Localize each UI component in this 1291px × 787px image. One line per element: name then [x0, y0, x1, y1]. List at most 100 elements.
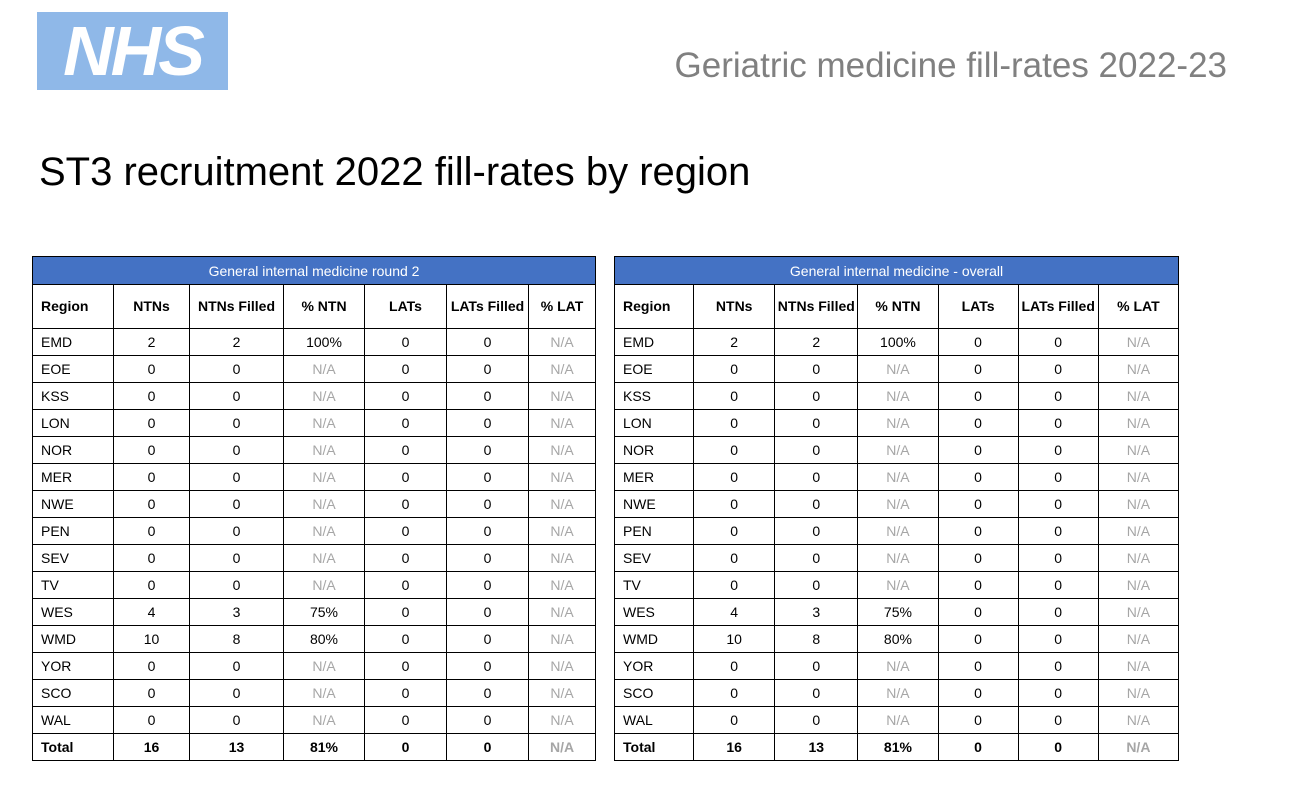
value-cell: 0 [1017, 652, 1099, 680]
value-cell: 0 [113, 382, 190, 410]
table-row: YOR 0 0 N/A 0 0 N/A [613, 652, 1180, 680]
value-cell: 0 [113, 652, 190, 680]
value-cell: N/A [857, 652, 939, 680]
value-cell: 0 [364, 382, 447, 410]
value-cell: 80% [283, 625, 365, 653]
value-cell: 0 [364, 490, 447, 518]
value-cell: 0 [113, 355, 190, 383]
gim-round-2-table: General internal medicine round 2 Region… [31, 256, 597, 761]
value-cell: 0 [189, 706, 284, 734]
value-cell: 0 [364, 355, 447, 383]
table-row: SCO 0 0 N/A 0 0 N/A [32, 679, 597, 707]
region-cell: SCO [32, 679, 114, 707]
region-cell: WAL [32, 706, 114, 734]
value-cell: 3 [774, 598, 859, 626]
value-cell: 0 [937, 571, 1019, 599]
table-row: WAL 0 0 N/A 0 0 N/A [613, 706, 1180, 734]
table-body: EMD 2 2 100% 0 0 N/A EOE 0 0 N/A 0 0 N/A KSS 0 0 N/A 0 0 N/A… [613, 328, 1180, 761]
value-cell: 0 [774, 517, 859, 545]
value-cell: N/A [1097, 706, 1180, 734]
table-row: LON 0 0 N/A 0 0 N/A [32, 409, 597, 437]
value-cell: 0 [774, 652, 859, 680]
value-cell: 0 [446, 463, 529, 491]
region-cell: KSS [32, 382, 114, 410]
table-banner: General internal medicine round 2 [31, 256, 597, 285]
value-cell: 10 [113, 625, 190, 653]
column-header: Region [32, 284, 114, 329]
region-cell: NOR [613, 436, 695, 464]
value-cell: 13 [189, 733, 284, 761]
value-cell: N/A [283, 490, 365, 518]
value-cell: 0 [774, 382, 859, 410]
value-cell: 0 [693, 409, 776, 437]
value-cell: 0 [1017, 679, 1099, 707]
value-cell: 0 [364, 463, 447, 491]
table-row: PEN 0 0 N/A 0 0 N/A [613, 517, 1180, 545]
table-row: SEV 0 0 N/A 0 0 N/A [613, 544, 1180, 572]
value-cell: N/A [283, 571, 365, 599]
value-cell: 0 [113, 571, 190, 599]
value-cell: 2 [774, 328, 859, 356]
region-cell: WMD [32, 625, 114, 653]
value-cell: 0 [113, 706, 190, 734]
table-row: WMD 10 8 80% 0 0 N/A [32, 625, 597, 653]
region-cell: PEN [32, 517, 114, 545]
value-cell: 4 [693, 598, 776, 626]
value-cell: N/A [857, 517, 939, 545]
column-header: NTNs Filled [189, 284, 284, 329]
column-header: % NTN [857, 284, 939, 329]
value-cell: N/A [857, 409, 939, 437]
value-cell: 0 [446, 382, 529, 410]
value-cell: N/A [1097, 733, 1180, 761]
column-header: NTNs Filled [774, 284, 859, 329]
value-cell: N/A [283, 409, 365, 437]
value-cell: 13 [774, 733, 859, 761]
value-cell: 0 [446, 679, 529, 707]
value-cell: N/A [1097, 679, 1180, 707]
value-cell: 0 [693, 517, 776, 545]
value-cell: 0 [1017, 328, 1099, 356]
value-cell: 0 [364, 706, 447, 734]
value-cell: 0 [937, 355, 1019, 383]
value-cell: N/A [527, 328, 597, 356]
table-row: YOR 0 0 N/A 0 0 N/A [32, 652, 597, 680]
region-cell: LON [32, 409, 114, 437]
region-cell: WMD [613, 625, 695, 653]
value-cell: 0 [189, 490, 284, 518]
value-cell: N/A [527, 544, 597, 572]
value-cell: 0 [693, 544, 776, 572]
value-cell: N/A [527, 652, 597, 680]
value-cell: 0 [937, 517, 1019, 545]
value-cell: N/A [283, 436, 365, 464]
value-cell: 0 [693, 463, 776, 491]
value-cell: N/A [1097, 517, 1180, 545]
value-cell: 0 [937, 679, 1019, 707]
table-row: WMD 10 8 80% 0 0 N/A [613, 625, 1180, 653]
value-cell: 81% [857, 733, 939, 761]
value-cell: N/A [283, 355, 365, 383]
value-cell: 0 [113, 436, 190, 464]
value-cell: 0 [189, 517, 284, 545]
value-cell: 0 [937, 436, 1019, 464]
column-header: LATs Filled [1017, 284, 1099, 329]
table-row: NWE 0 0 N/A 0 0 N/A [32, 490, 597, 518]
value-cell: 0 [113, 517, 190, 545]
value-cell: 0 [113, 463, 190, 491]
value-cell: 0 [189, 544, 284, 572]
table-row: EMD 2 2 100% 0 0 N/A [32, 328, 597, 356]
value-cell: 8 [774, 625, 859, 653]
value-cell: 0 [937, 652, 1019, 680]
value-cell: 0 [774, 490, 859, 518]
table-row: WES 4 3 75% 0 0 N/A [32, 598, 597, 626]
table-row: KSS 0 0 N/A 0 0 N/A [613, 382, 1180, 410]
value-cell: N/A [857, 463, 939, 491]
table-body: EMD 2 2 100% 0 0 N/A EOE 0 0 N/A 0 0 N/A KSS 0 0 N/A 0 0 N/A… [32, 328, 597, 761]
value-cell: N/A [527, 571, 597, 599]
value-cell: 0 [774, 571, 859, 599]
value-cell: 0 [364, 517, 447, 545]
value-cell: 0 [1017, 436, 1099, 464]
region-cell: TV [32, 571, 114, 599]
value-cell: N/A [527, 436, 597, 464]
value-cell: 0 [446, 328, 529, 356]
value-cell: N/A [1097, 463, 1180, 491]
